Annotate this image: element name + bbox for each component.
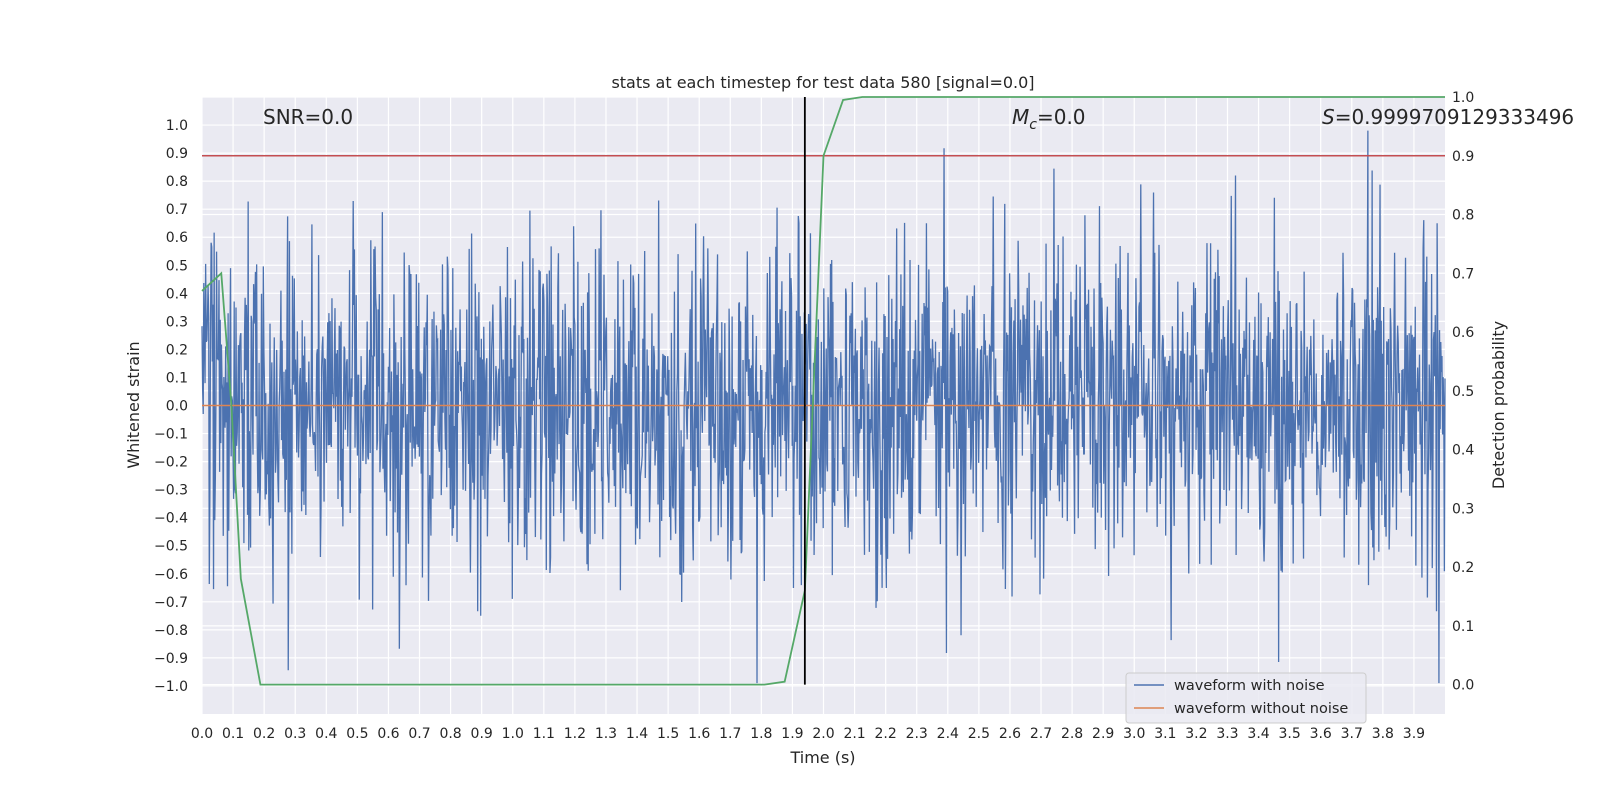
mc-annotation: Mc=0.0 — [1012, 105, 1086, 133]
y-tick-label: −0.5 — [154, 539, 188, 555]
y-tick-label: 0.3 — [166, 314, 188, 330]
y-tick-label: −1.0 — [154, 679, 188, 695]
y-tick-label: −0.3 — [154, 483, 188, 499]
x-tick-label: 0.4 — [315, 726, 337, 742]
x-tick-label: 1.0 — [502, 726, 524, 742]
y-tick-label: 0.2 — [166, 342, 188, 358]
y-tick-label: 0.8 — [166, 174, 188, 190]
y2-tick-label: 0.1 — [1452, 619, 1474, 635]
legend: waveform with noise waveform without noi… — [1125, 672, 1367, 724]
y-tick-label: −0.4 — [154, 511, 188, 527]
x-tick-label: 2.4 — [937, 726, 959, 742]
x-tick-label: 3.6 — [1310, 726, 1332, 742]
y-tick-label: 1.0 — [166, 118, 188, 134]
y-tick-label: −0.1 — [154, 427, 188, 443]
x-tick-label: 3.7 — [1341, 726, 1363, 742]
y-tick-label: 0.1 — [166, 370, 188, 386]
y2-tick-label: 0.5 — [1452, 384, 1474, 400]
data-layer — [201, 96, 1446, 686]
x-tick-label: 2.5 — [968, 726, 990, 742]
x-tick-label: 3.5 — [1278, 726, 1300, 742]
x-tick-label: 3.2 — [1185, 726, 1207, 742]
x-tick-label: 2.9 — [1092, 726, 1114, 742]
legend-label-waveform-with-noise: waveform with noise — [1174, 678, 1325, 694]
x-tick-label: 1.3 — [595, 726, 617, 742]
y-tick-label: −0.2 — [154, 455, 188, 471]
x-tick-label: 3.9 — [1403, 726, 1425, 742]
x-tick-label: 0.8 — [439, 726, 461, 742]
x-tick-label: 3.8 — [1372, 726, 1394, 742]
chart-title: stats at each timestep for test data 580… — [611, 73, 1034, 92]
y2-tick-label: 0.4 — [1452, 443, 1474, 459]
legend-label-waveform-without-noise: waveform without noise — [1174, 701, 1348, 717]
x-tick-label: 1.8 — [750, 726, 772, 742]
x-tick-label: 0.0 — [191, 726, 213, 742]
y-axis-ticks: 1.0 0.9 0.8 0.7 0.6 0.5 0.4 0.3 0.2 0.1 0.0 −0.1 −0.… — [154, 118, 188, 695]
y-tick-label: 0.7 — [166, 202, 188, 218]
x-tick-label: 0.1 — [222, 726, 244, 742]
y-tick-label: −0.9 — [154, 651, 188, 667]
s-annotation: S=0.9999709129333496 — [1322, 105, 1574, 129]
y2-tick-label: 1.0 — [1452, 90, 1474, 106]
x-tick-label: 2.8 — [1061, 726, 1083, 742]
x-tick-label: 1.9 — [781, 726, 803, 742]
x-tick-label: 2.1 — [843, 726, 865, 742]
y-tick-label: 0.5 — [166, 258, 188, 274]
y2-tick-label: 0.3 — [1452, 501, 1474, 517]
y2-tick-label: 0.0 — [1452, 678, 1474, 694]
x-tick-label: 2.7 — [1030, 726, 1052, 742]
y2-tick-label: 0.2 — [1452, 560, 1474, 576]
x-axis-label: Time (s) — [789, 748, 855, 767]
x-tick-label: 1.1 — [533, 726, 555, 742]
y-tick-label: −0.6 — [154, 567, 188, 583]
y-tick-label: −0.8 — [154, 623, 188, 639]
y2-tick-label: 0.7 — [1452, 266, 1474, 282]
y-tick-label: −0.7 — [154, 595, 188, 611]
y2-axis-ticks: 1.0 0.9 0.8 0.7 0.6 0.5 0.4 0.3 0.2 0.1 0.0 — [1452, 90, 1474, 694]
x-tick-label: 1.5 — [657, 726, 679, 742]
x-tick-label: 1.7 — [719, 726, 741, 742]
x-tick-label: 3.0 — [1123, 726, 1145, 742]
x-tick-label: 0.6 — [377, 726, 399, 742]
legend-box — [1125, 672, 1367, 724]
x-tick-label: 0.7 — [408, 726, 430, 742]
x-tick-label: 3.1 — [1154, 726, 1176, 742]
y2-tick-label: 0.6 — [1452, 325, 1474, 341]
y-tick-label: 0.4 — [166, 286, 188, 302]
x-tick-label: 2.2 — [875, 726, 897, 742]
y2-tick-label: 0.8 — [1452, 208, 1474, 224]
snr-annotation: SNR=0.0 — [263, 105, 353, 129]
x-tick-label: 3.4 — [1247, 726, 1269, 742]
series-waveform-with-noise — [201, 130, 1446, 684]
x-tick-label: 2.0 — [812, 726, 834, 742]
y-axis-label: Whitened strain — [124, 341, 143, 468]
x-tick-label: 0.3 — [284, 726, 306, 742]
y2-tick-label: 0.9 — [1452, 149, 1474, 165]
x-axis-ticks: 0.0 0.1 0.2 0.3 0.4 0.5 0.6 0.7 0.8 0.9 1.0 1.1 1.2 1… — [191, 726, 1425, 742]
y-tick-label: 0.6 — [166, 230, 188, 246]
y-tick-label: 0.0 — [166, 399, 188, 415]
y2-axis-label: Detection probability — [1489, 321, 1508, 489]
series-detection-probability — [201, 96, 1445, 686]
x-tick-label: 0.2 — [253, 726, 275, 742]
y-tick-label: 0.9 — [166, 146, 188, 162]
x-tick-label: 0.5 — [346, 726, 368, 742]
x-tick-label: 2.6 — [999, 726, 1021, 742]
x-tick-label: 1.4 — [626, 726, 648, 742]
x-tick-label: 3.3 — [1216, 726, 1238, 742]
x-tick-label: 1.2 — [564, 726, 586, 742]
x-tick-label: 0.9 — [471, 726, 493, 742]
x-tick-label: 2.3 — [906, 726, 928, 742]
x-tick-label: 1.6 — [688, 726, 710, 742]
